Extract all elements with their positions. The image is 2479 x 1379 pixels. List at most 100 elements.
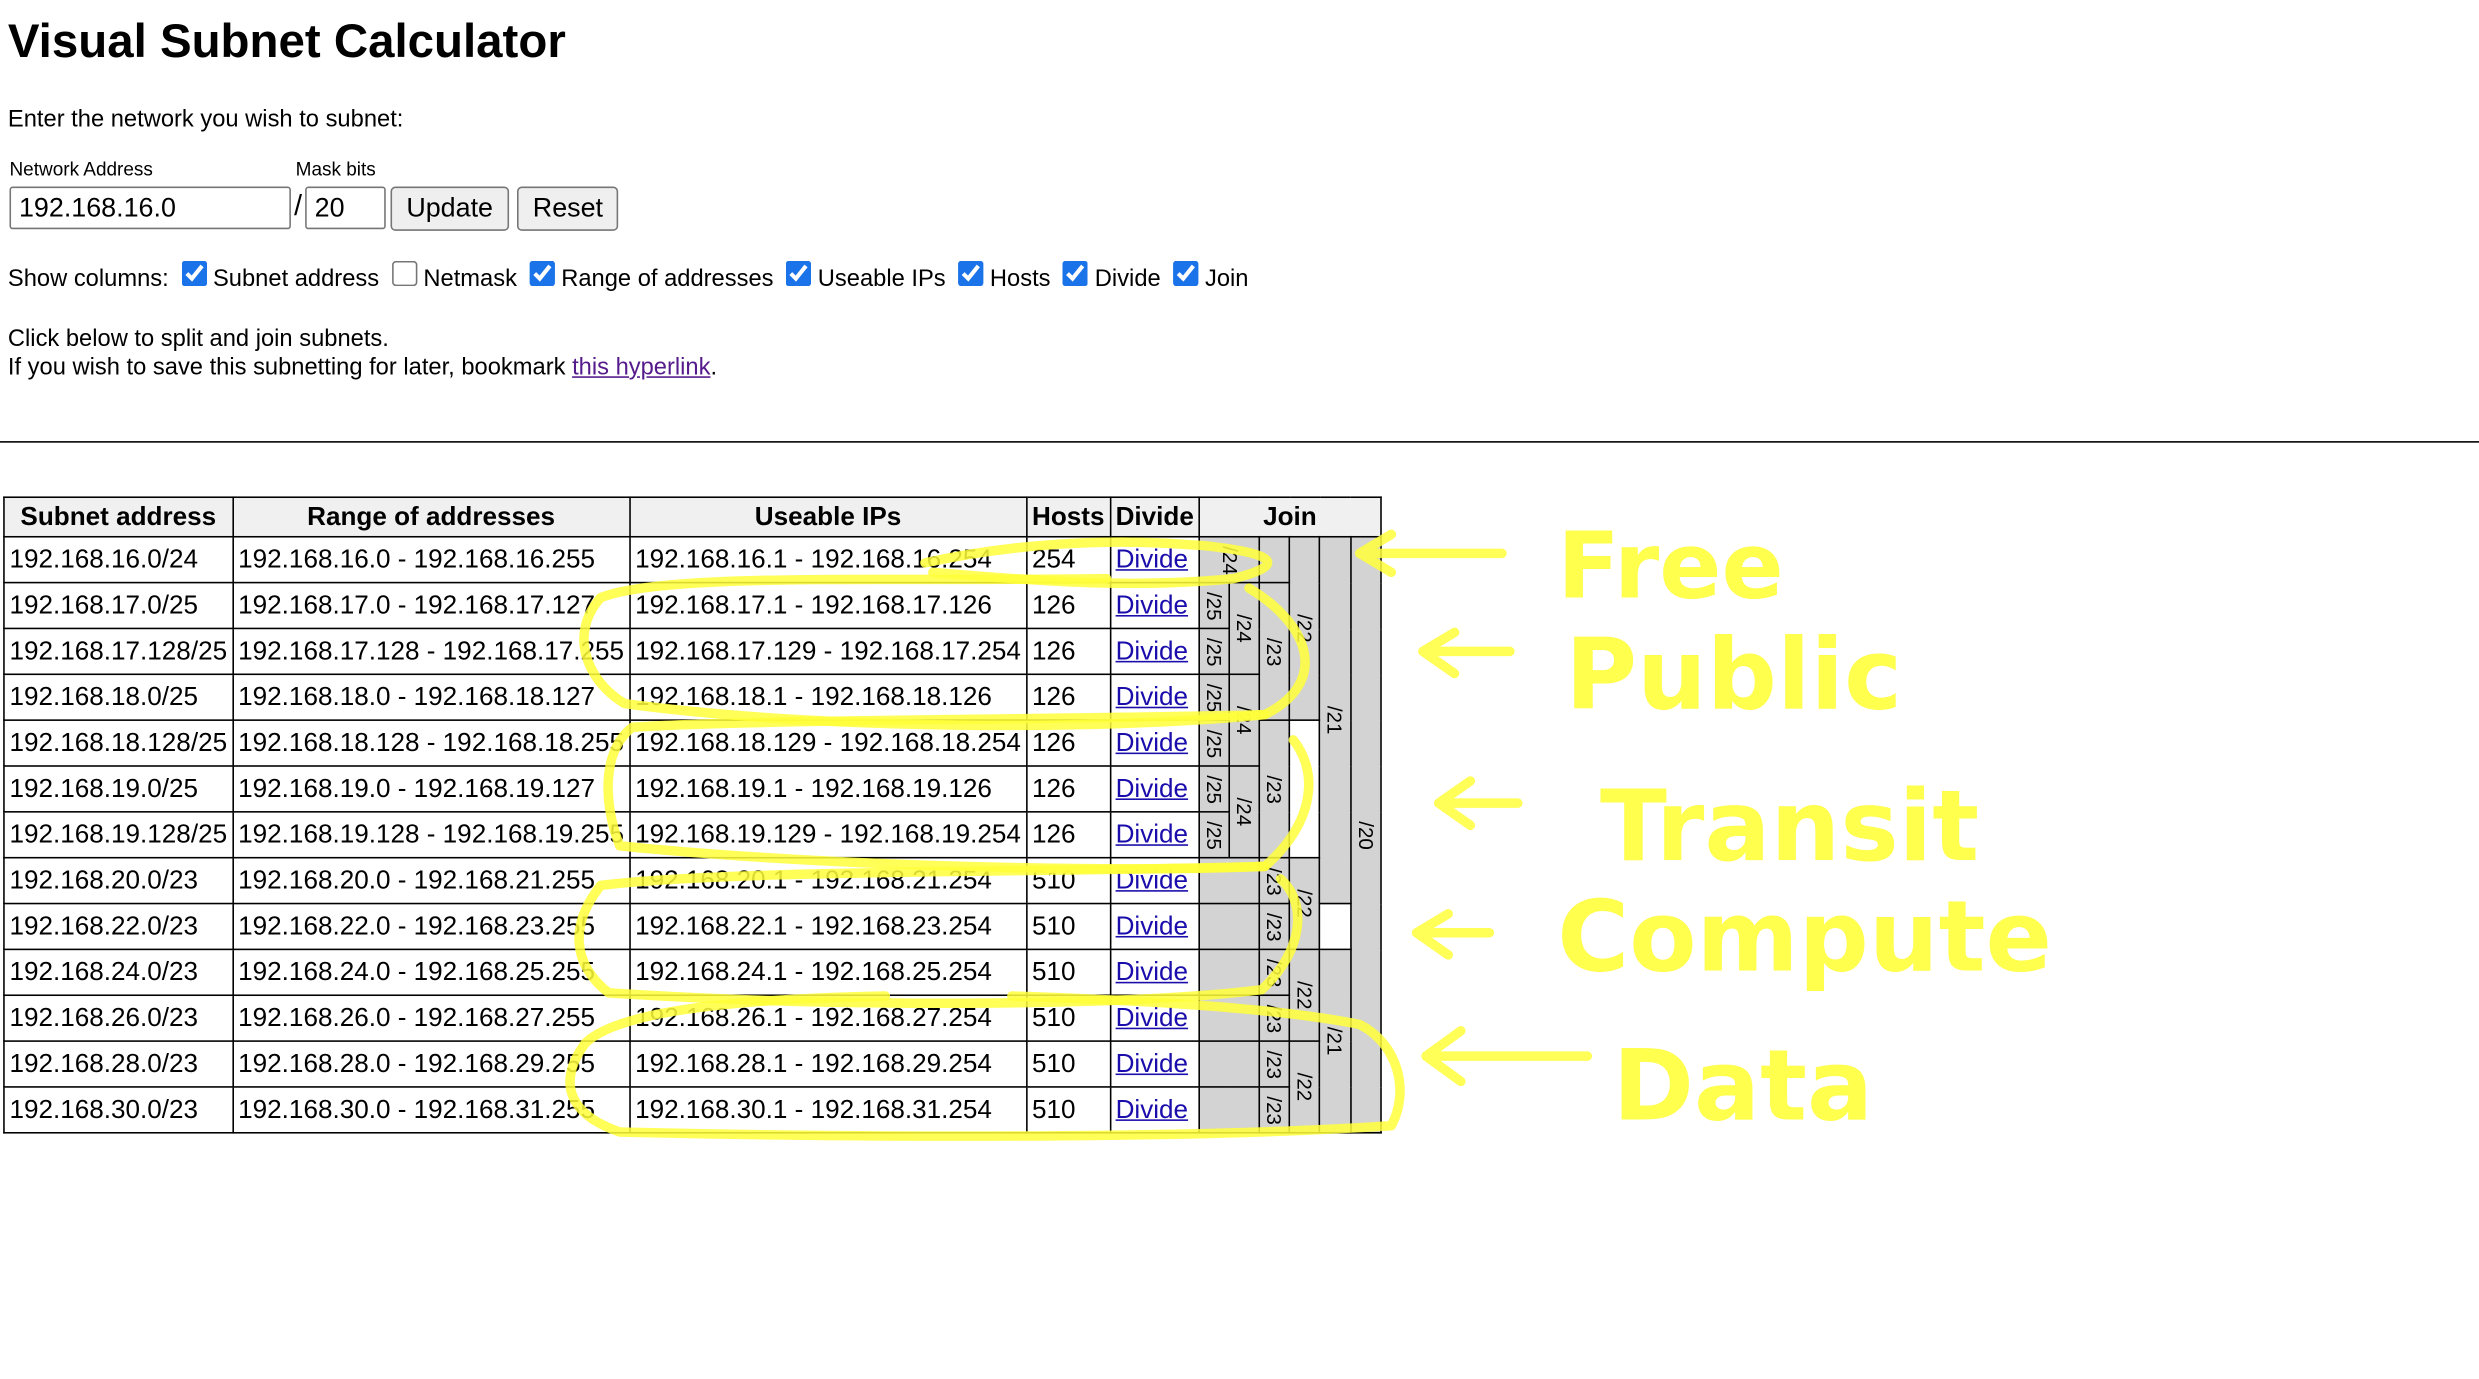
- cell-divide: Divide: [1109, 581, 1201, 630]
- cell-range: 192.168.20.0 - 192.168.21.255: [231, 856, 631, 905]
- checkbox-subnet-address-label[interactable]: Subnet address: [212, 264, 380, 292]
- cell-subnet: 192.168.24.0/23: [3, 948, 234, 997]
- public-arrow-icon: [1418, 627, 1515, 679]
- compute-arrow-icon: [1411, 909, 1495, 960]
- join-cell[interactable]: /22: [1289, 1040, 1321, 1134]
- divide-link[interactable]: Divide: [1115, 1048, 1189, 1078]
- join-cell[interactable]: /23: [1258, 994, 1291, 1042]
- table-header-row: Subnet address Range of addresses Useabl…: [3, 496, 1382, 538]
- network-address-label: Network Address: [9, 158, 153, 181]
- join-cell[interactable]: /23: [1258, 581, 1291, 721]
- join-label: /24: [1232, 705, 1257, 735]
- intro-text: Enter the network you wish to subnet:: [7, 105, 404, 133]
- checkbox-subnet-address[interactable]: [181, 260, 207, 287]
- divide-link[interactable]: Divide: [1115, 865, 1189, 895]
- table-row: 192.168.20.0/23 192.168.20.0 - 192.168.2…: [3, 856, 1380, 951]
- cell-divide: Divide: [1109, 1040, 1201, 1088]
- join-label: /22: [1293, 889, 1317, 918]
- join-label: /25: [1202, 774, 1227, 804]
- join-cell[interactable]: /23: [1258, 856, 1291, 905]
- cell-hosts: 510: [1025, 902, 1111, 951]
- cell-range: 192.168.22.0 - 192.168.23.255: [231, 902, 631, 951]
- divide-link[interactable]: Divide: [1115, 636, 1189, 665]
- cell-useable: 192.168.18.1 - 192.168.18.126: [628, 673, 1028, 721]
- join-cell[interactable]: /24: [1228, 581, 1261, 676]
- checkbox-range-label[interactable]: Range of addresses: [561, 264, 774, 292]
- divide-link[interactable]: Divide: [1115, 773, 1189, 803]
- cell-subnet: 192.168.20.0/23: [3, 856, 234, 905]
- checkbox-join[interactable]: [1173, 260, 1199, 287]
- join-cell[interactable]: /20: [1349, 535, 1382, 1134]
- join-cell[interactable]: /23: [1258, 719, 1291, 859]
- join-cell[interactable]: /25: [1198, 765, 1231, 813]
- divide-link[interactable]: Divide: [1115, 590, 1189, 619]
- join-cell[interactable]: /23: [1258, 1086, 1291, 1134]
- checkbox-divide-label[interactable]: Divide: [1094, 264, 1161, 292]
- cell-range: 192.168.19.0 - 192.168.19.127: [231, 765, 631, 813]
- join-cell[interactable]: /22: [1289, 948, 1321, 1042]
- checkbox-netmask-label[interactable]: Netmask: [423, 264, 517, 292]
- cell-subnet: 192.168.19.0/25: [3, 765, 234, 813]
- join-cell[interactable]: /25: [1198, 627, 1231, 676]
- join-cell[interactable]: /25: [1198, 719, 1231, 767]
- join-cell[interactable]: /24: [1198, 535, 1261, 584]
- divide-link[interactable]: Divide: [1115, 911, 1189, 940]
- cell-subnet: 192.168.18.128/25: [3, 719, 234, 767]
- network-address-input[interactable]: [9, 186, 291, 230]
- subnet-table: Subnet address Range of addresses Useabl…: [3, 496, 1382, 1134]
- cell-useable: 192.168.28.1 - 192.168.29.254: [628, 1040, 1028, 1088]
- checkbox-range-of-addresses[interactable]: [529, 260, 555, 287]
- divide-link[interactable]: Divide: [1115, 1094, 1189, 1124]
- checkbox-join-label[interactable]: Join: [1204, 264, 1249, 292]
- join-cell[interactable]: /25: [1198, 811, 1231, 859]
- cell-useable: 192.168.19.1 - 192.168.19.126: [628, 765, 1028, 813]
- join-cell[interactable]: /22: [1289, 856, 1321, 951]
- divide-link[interactable]: Divide: [1115, 1003, 1189, 1032]
- cell-divide: Divide: [1109, 535, 1201, 584]
- join-cell[interactable]: /24: [1228, 673, 1261, 767]
- divide-link[interactable]: Divide: [1115, 957, 1189, 986]
- mask-bits-input[interactable]: [305, 186, 386, 230]
- annotation-public: Public: [1565, 618, 1902, 732]
- divide-link[interactable]: Divide: [1115, 682, 1189, 711]
- checkbox-useable-ips[interactable]: [786, 260, 812, 287]
- join-cell[interactable]: /25: [1198, 673, 1231, 721]
- checkbox-useable-ips-label[interactable]: Useable IPs: [817, 264, 946, 292]
- annotation-data: Data: [1613, 1029, 1874, 1143]
- join-label: /25: [1202, 637, 1227, 666]
- cell-subnet: 192.168.17.0/25: [3, 581, 234, 630]
- join-cell[interactable]: /23: [1258, 1040, 1291, 1088]
- divide-link[interactable]: Divide: [1115, 819, 1189, 849]
- join-cell[interactable]: /22: [1289, 535, 1321, 721]
- checkbox-divide[interactable]: [1063, 260, 1089, 287]
- join-label: /22: [1293, 1072, 1317, 1102]
- join-label: /25: [1202, 682, 1227, 712]
- join-cell[interactable]: /21: [1319, 535, 1352, 905]
- join-cell[interactable]: /23: [1258, 948, 1291, 997]
- join-label: /23: [1262, 1003, 1287, 1033]
- join-label: /23: [1262, 866, 1287, 895]
- checkbox-hosts[interactable]: [958, 260, 984, 287]
- annotation-transit: Transit: [1600, 770, 1979, 884]
- join-cell[interactable]: /21: [1319, 948, 1352, 1134]
- table-row: 192.168.19.128/25 192.168.19.128 - 192.1…: [3, 811, 1380, 859]
- cell-hosts: 126: [1025, 627, 1111, 676]
- update-button[interactable]: Update: [390, 186, 509, 231]
- join-cell[interactable]: /25: [1198, 581, 1231, 630]
- cell-divide: Divide: [1109, 902, 1201, 951]
- join-cell[interactable]: /23: [1258, 902, 1291, 951]
- bookmark-hyperlink[interactable]: this hyperlink: [572, 354, 711, 382]
- divide-link[interactable]: Divide: [1115, 544, 1189, 574]
- join-label: /22: [1293, 614, 1317, 643]
- join-cell[interactable]: /24: [1228, 765, 1261, 859]
- divide-link[interactable]: Divide: [1115, 728, 1189, 757]
- reset-button[interactable]: Reset: [516, 186, 619, 231]
- cell-range: 192.168.26.0 - 192.168.27.255: [231, 994, 631, 1042]
- table-row: 192.168.19.0/25 192.168.19.0 - 192.168.1…: [3, 765, 1380, 859]
- join-cell-empty: [1198, 948, 1261, 997]
- join-label: /22: [1293, 980, 1317, 1010]
- checkbox-netmask[interactable]: [391, 260, 418, 287]
- join-cell-empty: [1258, 535, 1291, 584]
- checkbox-hosts-label[interactable]: Hosts: [989, 264, 1051, 292]
- join-label: /21: [1323, 705, 1347, 735]
